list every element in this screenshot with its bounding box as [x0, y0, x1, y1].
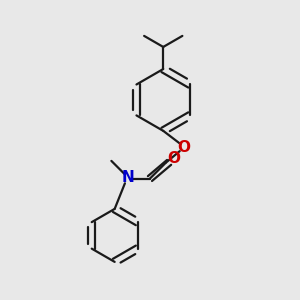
Text: O: O [177, 140, 190, 155]
Text: O: O [167, 151, 180, 166]
Text: N: N [122, 169, 134, 184]
